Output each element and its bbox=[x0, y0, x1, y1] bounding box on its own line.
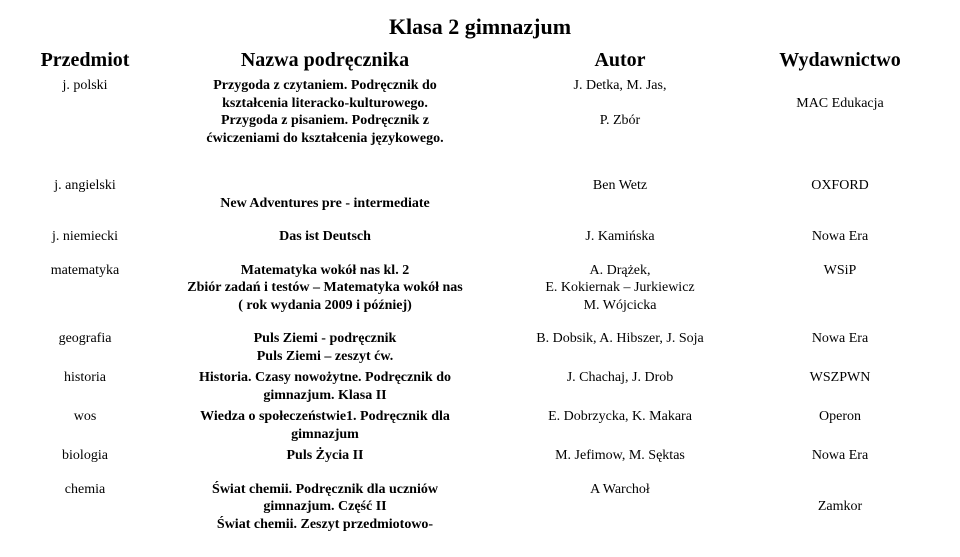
book-line: Zbiór zadań i testów – Matematyka wokół … bbox=[187, 280, 462, 295]
row-niemiecki: j. niemiecki Das ist Deutsch J. Kamińska… bbox=[20, 226, 940, 248]
row-polski: j. polski Przygoda z czytaniem. Podręczn… bbox=[20, 75, 940, 149]
cell-author: M. Jefimow, M. Sęktas bbox=[500, 445, 740, 467]
cell-publisher: OXFORD bbox=[740, 175, 940, 214]
cell-publisher: Nowa Era bbox=[740, 328, 940, 367]
cell-book: Wiedza o społeczeństwie1. Podręcznik dla… bbox=[150, 406, 500, 445]
book-line: Świat chemii. Zeszyt przedmiotowo- bbox=[217, 517, 433, 532]
cell-publisher: Operon bbox=[740, 406, 940, 445]
cell-author: E. Dobrzycka, K. Makara bbox=[500, 406, 740, 445]
cell-publisher: WSZPWN bbox=[740, 367, 940, 406]
book-line: Świat chemii. Podręcznik dla uczniów bbox=[212, 482, 438, 497]
cell-subject: historia bbox=[20, 367, 150, 406]
cell-subject: geografia bbox=[20, 328, 150, 367]
cell-publisher: Nowa Era bbox=[740, 445, 940, 467]
spacer bbox=[20, 214, 940, 226]
cell-subject: j. polski bbox=[20, 75, 150, 149]
book-line: kształcenia literacko-kulturowego. bbox=[222, 96, 428, 111]
col-publisher-header: Wydawnictwo bbox=[740, 46, 940, 75]
book-line: Wiedza o społeczeństwie1. Podręcznik dla bbox=[200, 409, 450, 424]
book-line: New Adventures pre - intermediate bbox=[220, 196, 429, 211]
cell-publisher: Nowa Era bbox=[740, 226, 940, 248]
spacer bbox=[20, 248, 940, 260]
book-line: ( rok wydania 2009 i później) bbox=[238, 298, 412, 313]
cell-book: Puls Życia II bbox=[150, 445, 500, 467]
book-line: ćwiczeniami do kształcenia językowego. bbox=[206, 131, 443, 146]
cell-book: New Adventures pre - intermediate bbox=[150, 175, 500, 214]
cell-author: A. Drążek, E. Kokiernak – Jurkiewicz M. … bbox=[500, 260, 740, 317]
cell-author: A Warchoł bbox=[500, 479, 740, 536]
book-line: Matematyka wokół nas kl. 2 bbox=[241, 263, 409, 278]
cell-subject: wos bbox=[20, 406, 150, 445]
cell-publisher: MAC Edukacja bbox=[740, 75, 940, 149]
cell-author: J. Chachaj, J. Drob bbox=[500, 367, 740, 406]
spacer bbox=[20, 467, 940, 479]
cell-book: Matematyka wokół nas kl. 2 Zbiór zadań i… bbox=[150, 260, 500, 317]
author-line: J. Detka, M. Jas, bbox=[574, 78, 667, 93]
row-geografia: geografia Puls Ziemi - podręcznik Puls Z… bbox=[20, 328, 940, 367]
cell-author: Ben Wetz bbox=[500, 175, 740, 214]
cell-author: J. Kamińska bbox=[500, 226, 740, 248]
cell-publisher: WSiP bbox=[740, 260, 940, 317]
cell-subject: chemia bbox=[20, 479, 150, 536]
cell-book: Przygoda z czytaniem. Podręcznik do kszt… bbox=[150, 75, 500, 149]
cell-author: B. Dobsik, A. Hibszer, J. Soja bbox=[500, 328, 740, 367]
row-chemia: chemia Świat chemii. Podręcznik dla uczn… bbox=[20, 479, 940, 536]
book-line: Historia. Czasy nowożytne. Podręcznik do bbox=[199, 370, 451, 385]
cell-subject: j. niemiecki bbox=[20, 226, 150, 248]
row-historia: historia Historia. Czasy nowożytne. Podr… bbox=[20, 367, 940, 406]
cell-author: J. Detka, M. Jas, P. Zbór bbox=[500, 75, 740, 149]
col-book-header: Nazwa podręcznika bbox=[150, 46, 500, 75]
row-angielski: j. angielski New Adventures pre - interm… bbox=[20, 175, 940, 214]
publisher-text: Zamkor bbox=[818, 499, 862, 514]
cell-book: Puls Ziemi - podręcznik Puls Ziemi – zes… bbox=[150, 328, 500, 367]
book-line: gimnazjum. Część II bbox=[263, 499, 386, 514]
row-biologia: biologia Puls Życia II M. Jefimow, M. Sę… bbox=[20, 445, 940, 467]
cell-subject: biologia bbox=[20, 445, 150, 467]
author-line: E. Kokiernak – Jurkiewicz bbox=[545, 280, 694, 295]
cell-book: Świat chemii. Podręcznik dla uczniów gim… bbox=[150, 479, 500, 536]
spacer bbox=[20, 149, 940, 175]
col-author-header: Autor bbox=[500, 46, 740, 75]
cell-subject: matematyka bbox=[20, 260, 150, 317]
book-line: gimnazjum. Klasa II bbox=[263, 388, 386, 403]
row-matematyka: matematyka Matematyka wokół nas kl. 2 Zb… bbox=[20, 260, 940, 317]
col-subject-header: Przedmiot bbox=[20, 46, 150, 75]
book-line: Przygoda z pisaniem. Podręcznik z bbox=[221, 113, 429, 128]
row-wos: wos Wiedza o społeczeństwie1. Podręcznik… bbox=[20, 406, 940, 445]
publisher-text: MAC Edukacja bbox=[796, 96, 883, 111]
page-title: Klasa 2 gimnazjum bbox=[20, 14, 940, 40]
book-line: Puls Ziemi - podręcznik bbox=[254, 331, 397, 346]
cell-book: Historia. Czasy nowożytne. Podręcznik do… bbox=[150, 367, 500, 406]
author-line: P. Zbór bbox=[600, 113, 640, 128]
book-line: gimnazjum bbox=[291, 427, 359, 442]
cell-publisher: Zamkor bbox=[740, 479, 940, 536]
author-line: A. Drążek, bbox=[589, 263, 650, 278]
book-line: Puls Ziemi – zeszyt ćw. bbox=[257, 349, 393, 364]
book-line: Przygoda z czytaniem. Podręcznik do bbox=[213, 78, 437, 93]
header-row: Przedmiot Nazwa podręcznika Autor Wydawn… bbox=[20, 46, 940, 75]
cell-book: Das ist Deutsch bbox=[150, 226, 500, 248]
spacer bbox=[20, 316, 940, 328]
author-line: M. Wójcicka bbox=[584, 298, 657, 313]
cell-subject: j. angielski bbox=[20, 175, 150, 214]
textbook-table: Przedmiot Nazwa podręcznika Autor Wydawn… bbox=[20, 46, 940, 535]
